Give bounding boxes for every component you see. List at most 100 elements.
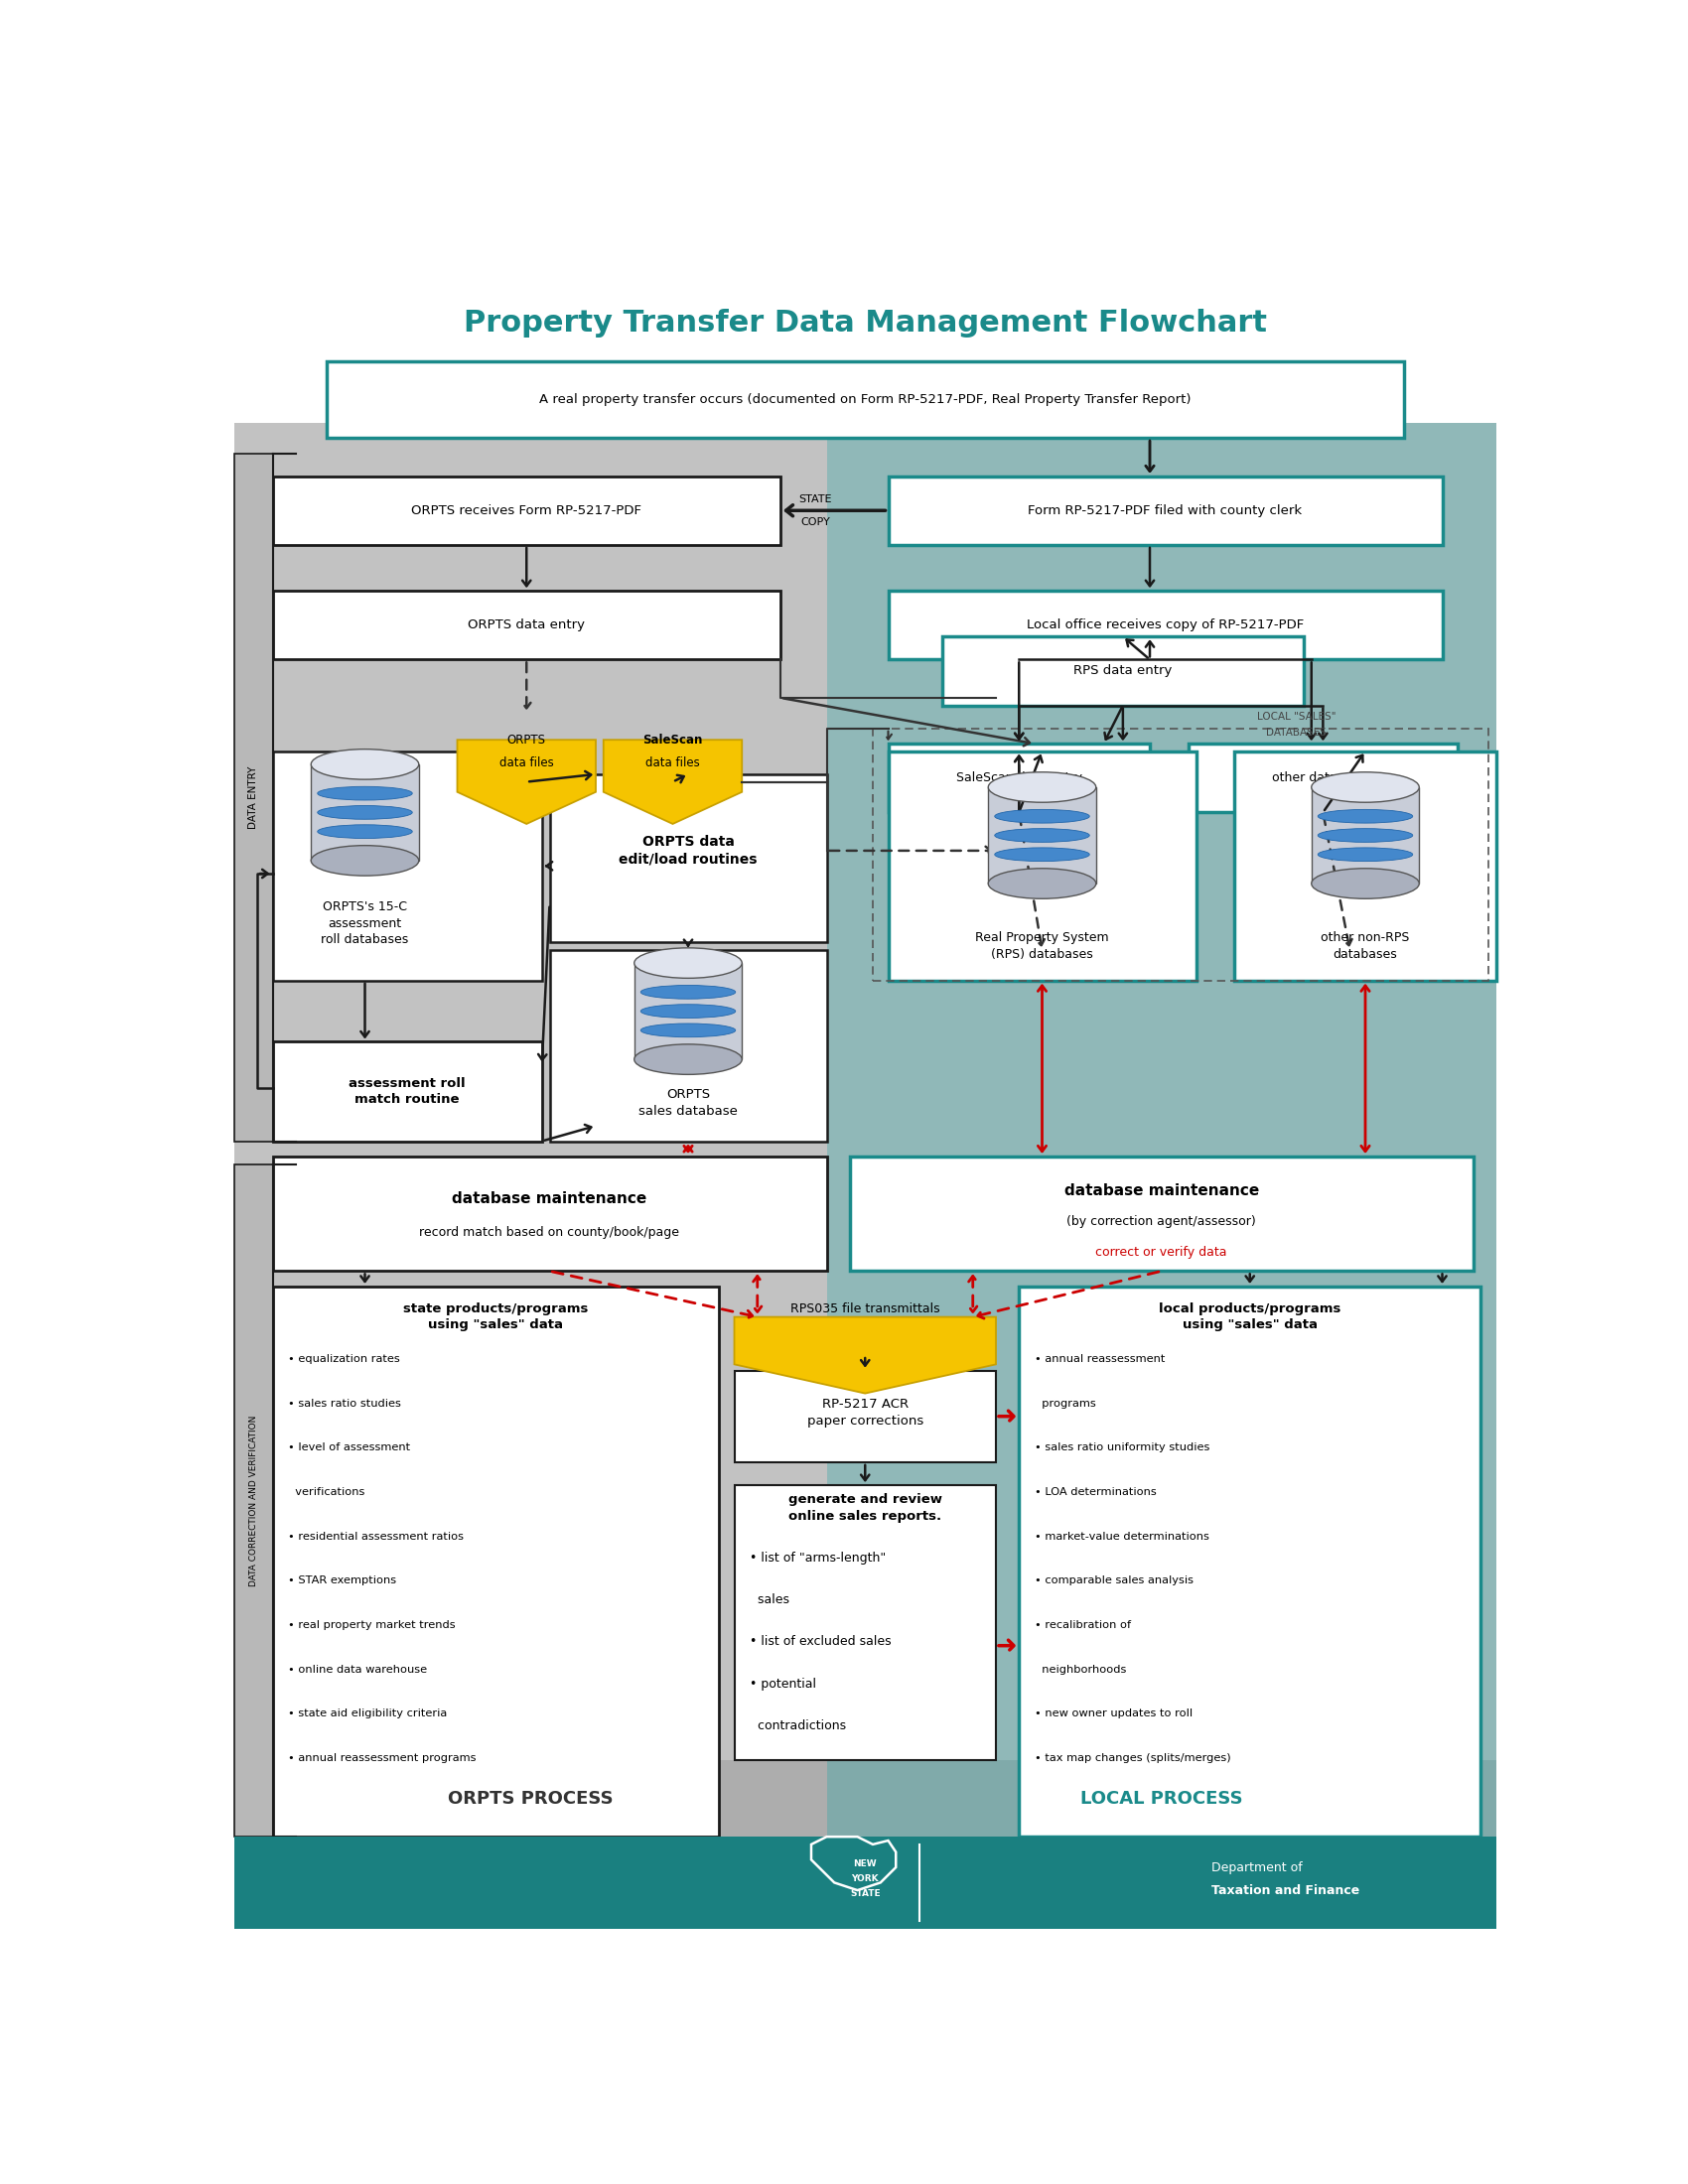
Bar <box>734 1485 996 1760</box>
Text: RP-5217 ACR
paper corrections: RP-5217 ACR paper corrections <box>807 1398 923 1426</box>
Text: sales: sales <box>749 1594 790 1605</box>
Text: • annual reassessment: • annual reassessment <box>1035 1354 1165 1365</box>
Text: SaleScan data entry: SaleScan data entry <box>955 771 1082 784</box>
Bar <box>1312 786 1420 885</box>
Bar <box>272 1286 719 1837</box>
Text: (by correction agent/assessor): (by correction agent/assessor) <box>1067 1214 1256 1227</box>
Text: • market-value determinations: • market-value determinations <box>1035 1531 1209 1542</box>
Ellipse shape <box>641 1005 736 1018</box>
Text: STATE: STATE <box>798 494 832 505</box>
Ellipse shape <box>317 786 412 799</box>
Text: • sales ratio studies: • sales ratio studies <box>289 1398 402 1409</box>
Text: • residential assessment ratios: • residential assessment ratios <box>289 1531 464 1542</box>
Bar <box>942 638 1303 705</box>
Text: ORPTS receives Form RP-5217-PDF: ORPTS receives Form RP-5217-PDF <box>412 505 641 518</box>
Bar <box>235 1164 272 1837</box>
Ellipse shape <box>994 810 1089 823</box>
Text: programs: programs <box>1035 1398 1096 1409</box>
Bar <box>1020 1286 1480 1837</box>
Ellipse shape <box>1318 810 1413 823</box>
Bar <box>734 1372 996 1463</box>
Text: • sales ratio uniformity studies: • sales ratio uniformity studies <box>1035 1444 1210 1452</box>
Text: STATE: STATE <box>849 1889 881 1898</box>
Ellipse shape <box>317 826 412 839</box>
Text: • LOA determinations: • LOA determinations <box>1035 1487 1156 1496</box>
Text: • recalibration of: • recalibration of <box>1035 1621 1131 1629</box>
Bar <box>1188 743 1458 812</box>
Text: • online data warehouse: • online data warehouse <box>289 1664 427 1675</box>
Bar <box>326 363 1404 437</box>
Text: • list of excluded sales: • list of excluded sales <box>749 1636 891 1649</box>
Polygon shape <box>734 1317 996 1393</box>
Bar <box>827 1760 1496 1837</box>
Text: • real property market trends: • real property market trends <box>289 1621 456 1629</box>
Text: • comparable sales analysis: • comparable sales analysis <box>1035 1575 1193 1586</box>
Text: DATABASES: DATABASES <box>1266 727 1327 738</box>
Text: other non-RPS
databases: other non-RPS databases <box>1322 933 1409 961</box>
Bar <box>235 1760 827 1837</box>
Text: • new owner updates to roll: • new owner updates to roll <box>1035 1708 1192 1719</box>
Text: DATA ENTRY: DATA ENTRY <box>248 767 258 828</box>
Text: LOCAL "SALES": LOCAL "SALES" <box>1256 712 1335 723</box>
Text: DATA CORRECTION AND VERIFICATION: DATA CORRECTION AND VERIFICATION <box>248 1415 258 1586</box>
Text: ORPTS's 15-C
assessment
roll databases: ORPTS's 15-C assessment roll databases <box>321 900 408 946</box>
Bar <box>888 751 1197 981</box>
Ellipse shape <box>635 1044 743 1075</box>
Text: • tax map changes (splits/merges): • tax map changes (splits/merges) <box>1035 1754 1231 1762</box>
Bar <box>235 424 827 1837</box>
Text: Taxation and Finance: Taxation and Finance <box>1212 1885 1359 1896</box>
Text: generate and review
online sales reports.: generate and review online sales reports… <box>788 1494 942 1522</box>
Text: • potential: • potential <box>749 1677 817 1690</box>
Text: Local office receives copy of RP-5217-PDF: Local office receives copy of RP-5217-PD… <box>1026 618 1303 631</box>
Ellipse shape <box>641 1024 736 1037</box>
Text: SaleScan: SaleScan <box>643 734 702 747</box>
Text: COPY: COPY <box>800 518 830 526</box>
Bar <box>888 476 1442 546</box>
Text: • annual reassessment programs: • annual reassessment programs <box>289 1754 476 1762</box>
Bar <box>849 1158 1474 1271</box>
Text: Form RP-5217-PDF filed with county clerk: Form RP-5217-PDF filed with county clerk <box>1028 505 1303 518</box>
Text: ORPTS data
edit/load routines: ORPTS data edit/load routines <box>619 834 758 867</box>
Bar <box>235 454 272 1142</box>
Text: Department of: Department of <box>1212 1861 1303 1874</box>
Text: data files: data files <box>500 756 554 769</box>
Text: local products/programs
using "sales" data: local products/programs using "sales" da… <box>1160 1302 1340 1332</box>
Text: RPS035 file transmittals: RPS035 file transmittals <box>790 1304 940 1315</box>
Bar <box>272 1158 827 1271</box>
Bar <box>272 592 780 660</box>
Text: ORPTS
sales database: ORPTS sales database <box>638 1088 738 1118</box>
Ellipse shape <box>987 869 1096 898</box>
Text: YORK: YORK <box>851 1874 879 1883</box>
Ellipse shape <box>317 806 412 819</box>
Bar <box>272 1042 542 1142</box>
Text: contradictions: contradictions <box>749 1719 846 1732</box>
Text: NEW: NEW <box>854 1859 876 1867</box>
Polygon shape <box>604 740 743 823</box>
Ellipse shape <box>311 845 419 876</box>
Bar <box>1234 751 1496 981</box>
Text: Property Transfer Data Management Flowchart: Property Transfer Data Management Flowch… <box>464 308 1266 339</box>
Ellipse shape <box>987 773 1096 802</box>
Text: ORPTS PROCESS: ORPTS PROCESS <box>447 1789 613 1808</box>
Text: Real Property System
(RPS) databases: Real Property System (RPS) databases <box>976 933 1109 961</box>
Text: • state aid eligibility criteria: • state aid eligibility criteria <box>289 1708 447 1719</box>
Ellipse shape <box>635 948 743 978</box>
Ellipse shape <box>1312 869 1420 898</box>
Text: data files: data files <box>645 756 701 769</box>
Text: state products/programs
using "sales" data: state products/programs using "sales" da… <box>403 1302 587 1332</box>
Ellipse shape <box>1318 847 1413 860</box>
Text: • STAR exemptions: • STAR exemptions <box>289 1575 397 1586</box>
Text: • level of assessment: • level of assessment <box>289 1444 410 1452</box>
Bar <box>272 751 542 981</box>
Text: ORPTS: ORPTS <box>506 734 545 747</box>
Text: neighborhoods: neighborhoods <box>1035 1664 1126 1675</box>
Bar <box>550 775 827 943</box>
Bar <box>635 963 743 1059</box>
Text: record match based on county/book/page: record match based on county/book/page <box>420 1227 680 1238</box>
Text: database maintenance: database maintenance <box>1063 1184 1259 1199</box>
Ellipse shape <box>1318 828 1413 843</box>
Bar <box>550 950 827 1142</box>
Text: • equalization rates: • equalization rates <box>289 1354 400 1365</box>
Text: verifications: verifications <box>289 1487 365 1496</box>
Text: correct or verify data: correct or verify data <box>1096 1245 1227 1258</box>
